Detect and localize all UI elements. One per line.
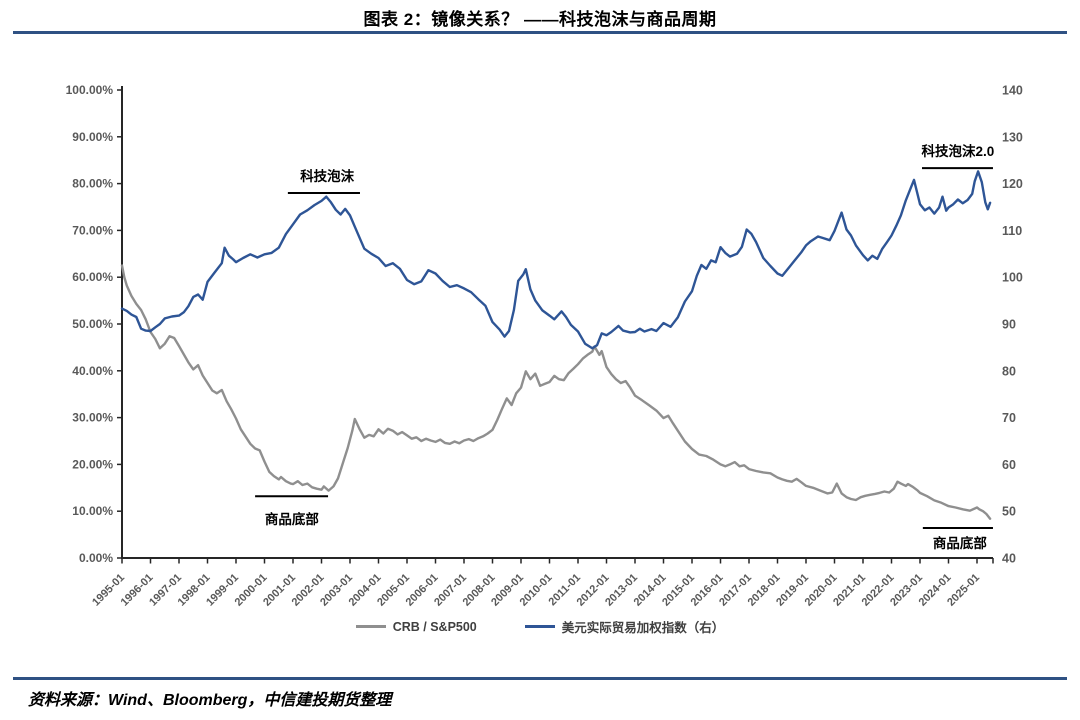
right-axis-tick-label: 100 (1002, 271, 1023, 285)
right-axis-tick-label: 110 (1002, 224, 1022, 238)
right-axis-tick-label: 50 (1002, 505, 1016, 519)
right-axis-tick-label: 140 (1002, 84, 1023, 98)
title-divider-rule (13, 31, 1067, 34)
commodity-bottom-2-label: 商品底部 (933, 535, 987, 551)
usd-line-swatch (524, 625, 555, 628)
series-line-usd-index (120, 170, 992, 350)
source-note: 资料来源：Wind、Bloomberg，中信建投期货整理 (28, 692, 392, 709)
series-line-crb-spx (120, 264, 992, 520)
right-axis-tick-label: 40 (1002, 552, 1016, 566)
left-axis-tick-label: 60.00% (72, 270, 113, 284)
left-axis-tick-label: 100.00% (66, 83, 114, 97)
right-axis-tick-label: 130 (1002, 130, 1023, 144)
legend-item-crb-spx: CRB / S&P500 (355, 619, 477, 634)
left-axis-tick-label: 90.00% (72, 130, 113, 144)
tech-bubble-2-label: 科技泡沫2.0 (922, 143, 995, 159)
left-axis-tick-label: 70.00% (72, 223, 113, 237)
right-axis-tick-label: 120 (1002, 177, 1023, 191)
crb-line-swatch (355, 625, 386, 628)
right-axis-tick-label: 90 (1002, 318, 1016, 332)
left-axis-tick-label: 80.00% (72, 177, 113, 191)
left-axis-tick-label: 10.00% (72, 504, 113, 518)
footer-divider-rule (13, 677, 1067, 680)
left-axis-tick-label: 0.00% (79, 551, 113, 565)
right-axis-tick-label: 80 (1002, 364, 1016, 378)
left-axis-tick-label: 20.00% (72, 457, 113, 471)
right-axis-tick-label: 70 (1002, 411, 1016, 425)
left-axis-tick-label: 50.00% (72, 317, 113, 331)
legend-label-usd-index: 美元实际贸易加权指数（右） (561, 621, 725, 635)
legend-label-crb-spx: CRB / S&P500 (392, 619, 477, 634)
page-title: 图表 2：镜像关系？ ——科技泡沫与商品周期 (363, 10, 717, 29)
right-axis-tick-label: 60 (1002, 458, 1016, 472)
tech-bubble-1-label: 科技泡沫 (300, 168, 354, 184)
left-axis-tick-label: 40.00% (72, 364, 113, 378)
left-axis-tick-label: 30.00% (72, 411, 113, 425)
commodity-bottom-1-label: 商品底部 (265, 511, 319, 527)
legend-item-usd-index: 美元实际贸易加权指数（右） (524, 617, 725, 636)
legend: CRB / S&P500 美元实际贸易加权指数（右） (0, 617, 1080, 636)
